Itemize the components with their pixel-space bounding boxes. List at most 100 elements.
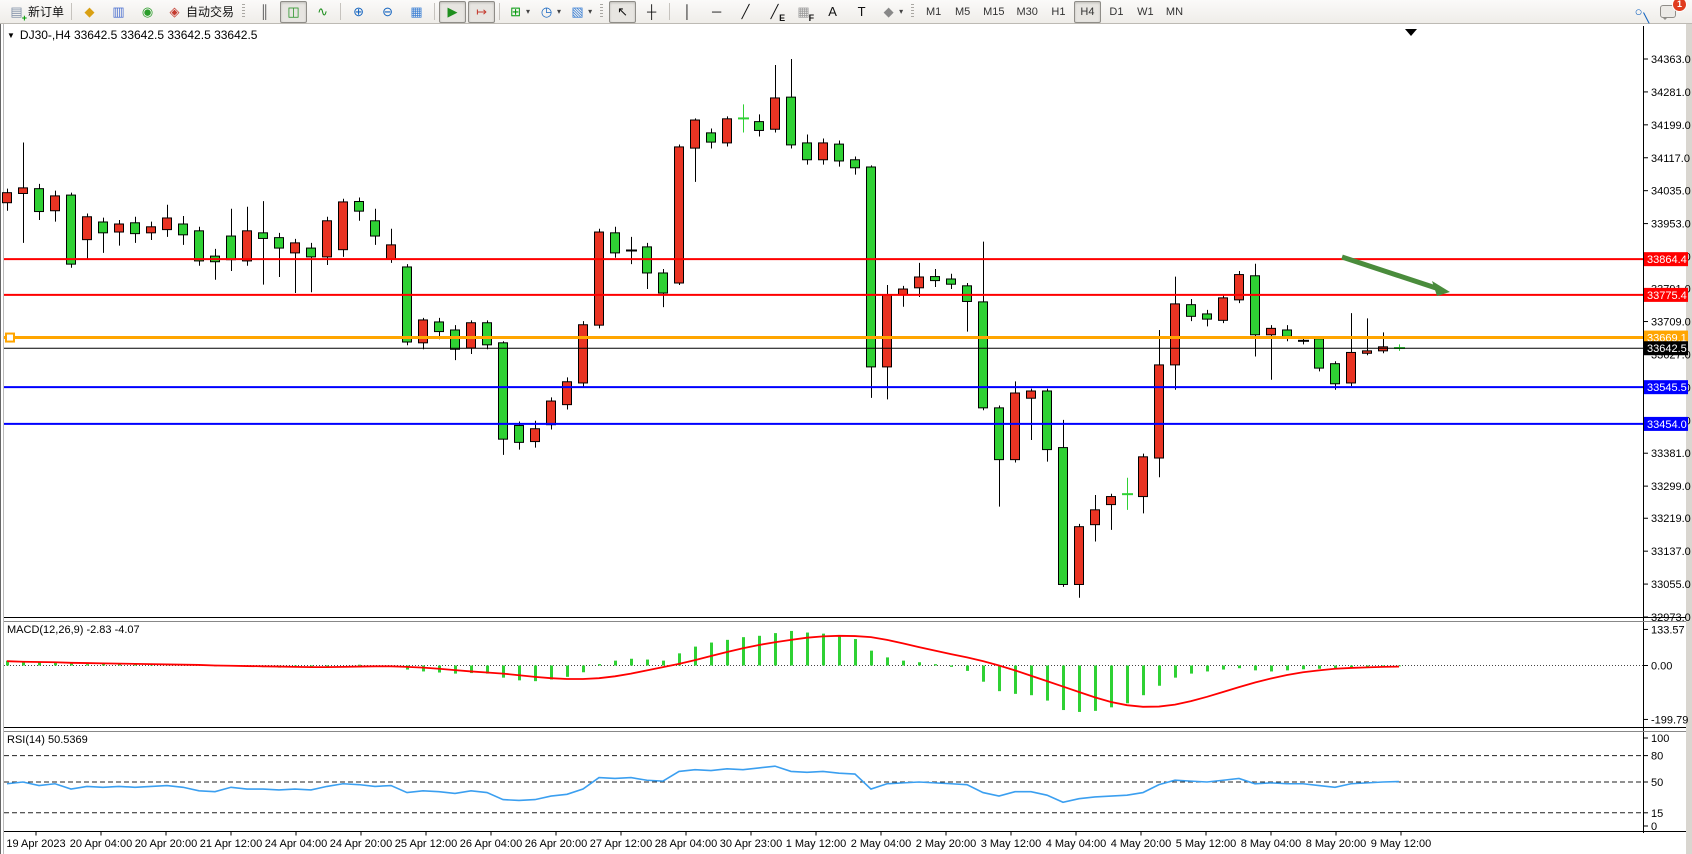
rsi-label: RSI(14) 50.5369: [7, 734, 88, 746]
svg-text:33709.0: 33709.0: [1651, 317, 1691, 329]
grid-f-icon: ▦ F: [797, 4, 815, 23]
hline-icon: ─: [711, 4, 722, 19]
chart-title: ▼ DJ30-,H4 33642.5 33642.5 33642.5 33642…: [7, 28, 257, 42]
auto-trading-button[interactable]: ◈ 自动交易: [163, 1, 237, 23]
timeframe-mn-button[interactable]: MN: [1161, 1, 1188, 23]
timeframe-m1-button[interactable]: M1: [920, 1, 947, 23]
navigator-button[interactable]: ▥: [105, 1, 132, 23]
tile-windows-button[interactable]: ▦: [403, 1, 430, 23]
dropdown-caret-icon[interactable]: ▾: [899, 7, 904, 16]
candle-body: [290, 242, 300, 254]
clock-icon: ◷: [540, 4, 553, 19]
dropdown-caret-icon[interactable]: ▾: [526, 7, 531, 16]
search-button[interactable]: ○ ╲: [1625, 1, 1652, 23]
new-order-button[interactable]: ▤ + 新订单: [5, 1, 67, 23]
svg-text:8 May 20:00: 8 May 20:00: [1306, 838, 1367, 850]
timeframe-d1-button[interactable]: D1: [1103, 1, 1130, 23]
dropdown-caret-icon[interactable]: ▾: [557, 7, 562, 16]
trend-arrow[interactable]: [1341, 254, 1437, 291]
bar-chart-button[interactable]: ║: [251, 1, 278, 23]
chart-shift-button[interactable]: ↦: [468, 0, 496, 23]
candle-body: [242, 230, 252, 262]
candle-body: [706, 132, 716, 143]
zoom-in-icon: ⊕: [353, 4, 364, 19]
level-handle[interactable]: [5, 332, 15, 343]
svg-text:4 May 04:00: 4 May 04:00: [1046, 838, 1107, 850]
candle-body: [562, 381, 572, 406]
dropdown-caret-icon[interactable]: ▾: [588, 7, 593, 16]
svg-text:27 Apr 12:00: 27 Apr 12:00: [590, 838, 652, 850]
toolbar-right-group: ○ ╲ 1: [1624, 0, 1687, 23]
signal-icon: ◉: [141, 4, 154, 19]
timeframe-m30-button-label: M30: [1016, 5, 1038, 18]
timeframe-w1-button[interactable]: W1: [1132, 1, 1159, 23]
timeframe-d1-button-label: D1: [1109, 5, 1124, 18]
label-button[interactable]: T: [848, 1, 875, 23]
macd-label: MACD(12,26,9) -2.83 -4.07: [7, 624, 140, 636]
candle-body: [770, 97, 780, 130]
candle-body: [514, 425, 524, 443]
candle-body: [850, 159, 860, 169]
candle-body: [1090, 509, 1100, 526]
vertical-line-button[interactable]: │: [674, 1, 701, 23]
svg-text:33299.0: 33299.0: [1651, 481, 1691, 493]
candle-body: [754, 121, 764, 131]
timeframe-h4-button[interactable]: H4: [1073, 0, 1101, 23]
line-chart-button[interactable]: ∿: [309, 1, 336, 23]
arrows-button[interactable]: ◆ ▾: [877, 1, 906, 23]
price-tag: [1644, 380, 1688, 395]
horizontal-line-button[interactable]: ─: [703, 1, 730, 23]
chart-shift-icon: ↦: [476, 4, 487, 19]
svg-text:20 Apr 04:00: 20 Apr 04:00: [70, 838, 132, 850]
candle-body: [866, 166, 876, 368]
candle-body: [66, 194, 76, 265]
cursor-button[interactable]: ↖: [609, 0, 637, 23]
candle-body: [274, 237, 284, 249]
navigator-icon: ▥: [112, 4, 125, 19]
trend-arrow-head[interactable]: [1432, 281, 1450, 296]
zoom-out-icon: ⊖: [382, 4, 393, 19]
tile-windows-icon: ▦: [410, 4, 423, 19]
candle-body: [34, 188, 44, 213]
price-tag: [1644, 252, 1688, 267]
chart-shift-marker-icon[interactable]: [1405, 29, 1417, 36]
equidistant-channel-button[interactable]: ▦ F: [790, 1, 817, 23]
timeframe-h1-button[interactable]: H1: [1045, 1, 1072, 23]
macd-signal-line: [6, 634, 1400, 708]
data-signal-button[interactable]: ◉: [134, 1, 161, 23]
zoom-out-button[interactable]: ⊖: [374, 1, 401, 23]
candle-body: [610, 232, 620, 254]
svg-text:19 Apr 2023: 19 Apr 2023: [6, 838, 65, 850]
text-button[interactable]: A: [819, 1, 846, 23]
zoom-in-button[interactable]: ⊕: [345, 1, 372, 23]
svg-text:33381.0: 33381.0: [1651, 448, 1691, 460]
market-watch-button[interactable]: ◆: [76, 1, 103, 23]
svg-text:50: 50: [1651, 777, 1663, 789]
svg-text:21 Apr 12:00: 21 Apr 12:00: [200, 838, 262, 850]
price-tag-text: 33775.4: [1647, 290, 1687, 302]
candle-body: [114, 223, 124, 233]
timeframe-m15-button[interactable]: M15: [978, 1, 1009, 23]
candle-body: [354, 201, 364, 212]
periods-button[interactable]: ◷ ▾: [535, 1, 564, 23]
candle-body: [194, 230, 204, 262]
toolbar-separator: [499, 3, 501, 20]
indicators-icon: ⊞: [510, 4, 521, 19]
fibonacci-button[interactable]: ╱ E: [761, 1, 788, 23]
timeframe-m30-button[interactable]: M30: [1012, 1, 1043, 23]
notifications-button[interactable]: 1: [1654, 0, 1687, 23]
candle-body: [418, 319, 428, 344]
price-tag: [1644, 287, 1688, 302]
trendline-button[interactable]: ╱: [732, 1, 759, 23]
line-chart-icon: ∿: [317, 4, 328, 19]
candle-body: [338, 201, 348, 251]
timeframe-m5-button[interactable]: M5: [949, 1, 976, 23]
indicators-button[interactable]: ⊞ ▾: [504, 1, 533, 23]
auto-scroll-button[interactable]: ▶: [439, 0, 467, 23]
candlestick-chart-button[interactable]: ◫: [280, 0, 308, 23]
candle-body: [82, 216, 92, 241]
crosshair-button[interactable]: ┼: [638, 1, 665, 23]
symbol-dropdown-icon[interactable]: ▼: [7, 30, 15, 40]
templates-button[interactable]: ▧ ▾: [566, 1, 595, 23]
